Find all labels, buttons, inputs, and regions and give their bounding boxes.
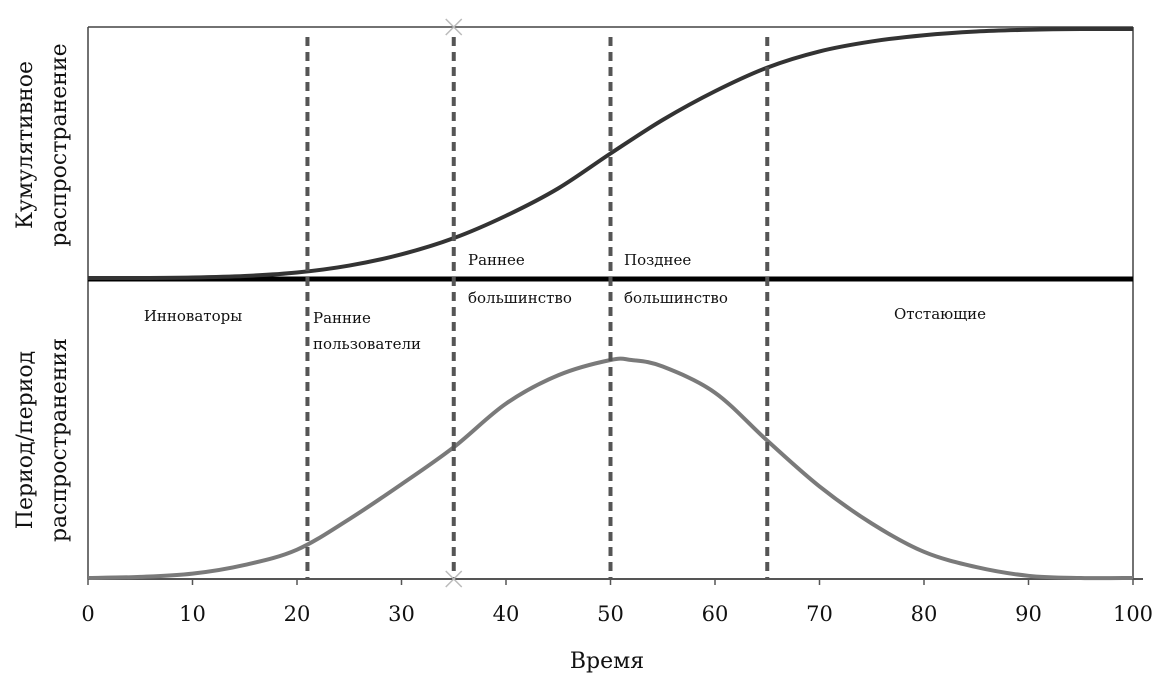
cross-marker-1 <box>445 570 463 588</box>
cumulative-ylabel: Кумулятивное распространение <box>13 43 72 246</box>
x-tick-label-5: 50 <box>597 602 624 626</box>
segment-label-2-line-0: Раннее <box>468 251 525 269</box>
x-axis-title: Время <box>570 649 644 674</box>
x-tick-label-8: 80 <box>911 602 938 626</box>
x-tick-label-10: 100 <box>1113 602 1153 626</box>
x-tick-label-2: 20 <box>284 602 311 626</box>
x-tick-label-0: 0 <box>81 602 94 626</box>
x-tick-label-1: 10 <box>179 602 206 626</box>
segment-label-2-line-1: большинство <box>468 289 572 307</box>
period-ylabel-line-0: Период/период <box>13 351 38 529</box>
x-tick-label-4: 40 <box>493 602 520 626</box>
cross-marker-0 <box>445 18 463 36</box>
segment-label-3-line-0: Позднее <box>624 251 691 269</box>
x-tick-label-3: 30 <box>388 602 415 626</box>
period-series-line-0 <box>87 356 1134 581</box>
x-tick-label-6: 60 <box>702 602 729 626</box>
cross-stroke <box>445 18 463 36</box>
cross-stroke <box>445 570 463 588</box>
x-tick-label-7: 70 <box>806 602 833 626</box>
segment-label-1-line-0: Ранние <box>313 309 371 327</box>
cumulative-ylabel-line-0: Кумулятивное <box>13 61 38 229</box>
cumulative-ylabel-line-1: распространение <box>47 43 72 246</box>
period-ylabel: Период/период распространения <box>13 338 72 542</box>
segment-label-3-line-1: большинство <box>624 289 728 307</box>
segment-label-0-line-0: Инноваторы <box>144 307 242 325</box>
segment-label-1-line-1: пользователи <box>313 335 421 353</box>
period-ylabel-line-1: распространения <box>47 338 72 542</box>
segment-label-4-line-0: Отстающие <box>894 305 986 323</box>
x-tick-label-9: 90 <box>1015 602 1042 626</box>
